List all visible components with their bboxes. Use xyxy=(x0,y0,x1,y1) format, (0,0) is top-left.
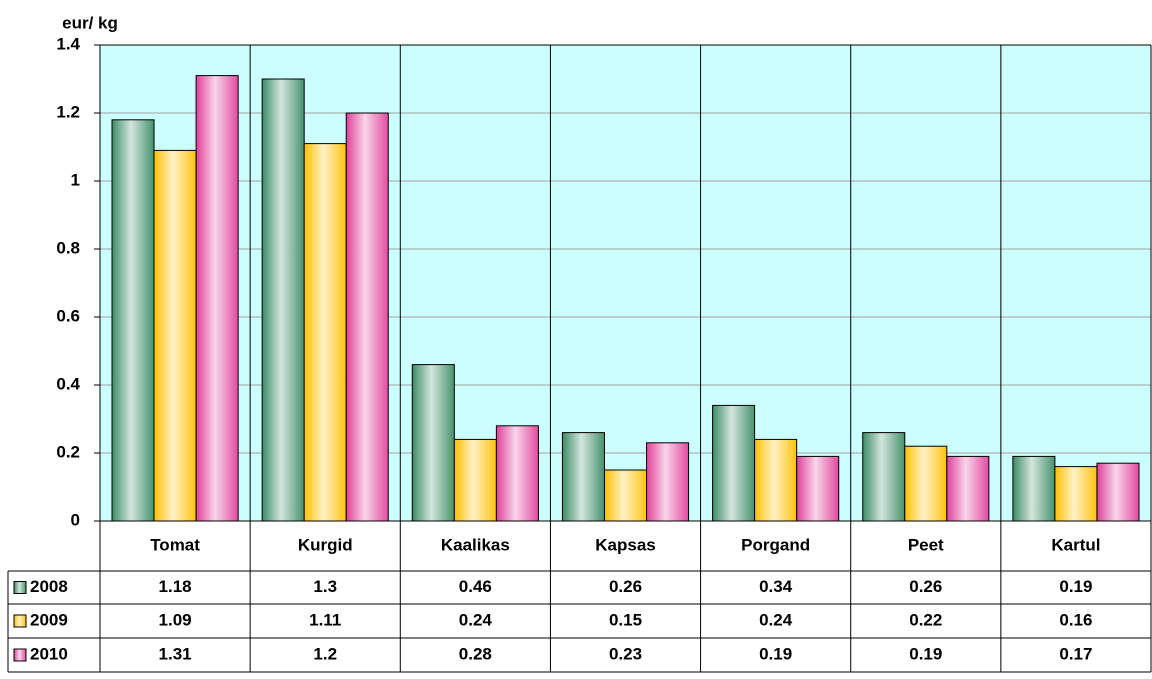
x-tick-label: Kartul xyxy=(1051,535,1100,554)
table-value: 0.15 xyxy=(609,610,642,629)
bar xyxy=(862,432,906,522)
table-value: 0.26 xyxy=(609,577,642,596)
bar xyxy=(646,442,690,522)
table-value: 0.28 xyxy=(459,644,492,663)
bar xyxy=(111,119,155,522)
y-tick-label: 1.4 xyxy=(56,34,80,53)
bar xyxy=(411,364,455,522)
table-value: 0.46 xyxy=(459,577,492,596)
table-value: 1.11 xyxy=(309,610,341,629)
table-value: 0.16 xyxy=(1059,610,1092,629)
bar xyxy=(153,149,197,522)
bar xyxy=(303,143,347,522)
table-value: 0.24 xyxy=(759,610,793,629)
legend-key xyxy=(13,581,27,594)
y-tick-label: 1.2 xyxy=(56,102,80,121)
table-value: 1.3 xyxy=(313,577,337,596)
table-value: 0.22 xyxy=(909,610,942,629)
table-value: 1.09 xyxy=(159,610,192,629)
x-tick-label: Porgand xyxy=(741,535,810,554)
x-tick-label: Kapsas xyxy=(595,535,655,554)
bar xyxy=(561,432,605,522)
legend-label: 2010 xyxy=(30,644,68,663)
table-value: 0.17 xyxy=(1059,644,1092,663)
y-tick-label: 0.8 xyxy=(56,238,80,257)
legend-label: 2008 xyxy=(30,577,68,596)
table-value: 0.19 xyxy=(909,644,942,663)
y-tick-label: 0.6 xyxy=(56,306,80,325)
x-tick-label: Kurgid xyxy=(298,535,353,554)
y-axis-label: eur/ kg xyxy=(62,13,118,32)
bar xyxy=(796,455,840,522)
table-value: 0.23 xyxy=(609,644,642,663)
y-tick-label: 0.2 xyxy=(56,442,80,461)
bar xyxy=(904,445,948,522)
table-value: 0.24 xyxy=(459,610,493,629)
table-value: 0.19 xyxy=(1059,577,1092,596)
legend-key xyxy=(13,648,27,662)
table-value: 0.26 xyxy=(909,577,942,596)
bar xyxy=(603,469,648,522)
table-value: 1.18 xyxy=(159,577,192,596)
bar xyxy=(712,404,756,522)
x-tick-label: Kaalikas xyxy=(441,535,510,554)
bar xyxy=(345,112,389,522)
table-value: 1.31 xyxy=(159,644,192,663)
bar xyxy=(495,425,539,522)
bar xyxy=(261,78,305,522)
x-tick-label: Peet xyxy=(908,535,944,554)
bar xyxy=(195,75,239,522)
plot-area xyxy=(100,45,1151,521)
bar xyxy=(946,455,990,522)
bar xyxy=(754,438,798,522)
y-tick-label: 0 xyxy=(71,510,80,529)
table-value: 0.19 xyxy=(759,644,792,663)
legend-key xyxy=(13,614,27,628)
legend-label: 2009 xyxy=(30,610,68,629)
bar xyxy=(1012,455,1056,522)
table-value: 1.2 xyxy=(313,644,337,663)
bar xyxy=(453,438,497,522)
bar xyxy=(1054,466,1098,522)
y-tick-label: 1 xyxy=(71,170,80,189)
y-tick-label: 0.4 xyxy=(56,374,80,393)
x-tick-label: Tomat xyxy=(150,535,200,554)
bar xyxy=(1096,462,1140,522)
table-value: 0.34 xyxy=(759,577,793,596)
